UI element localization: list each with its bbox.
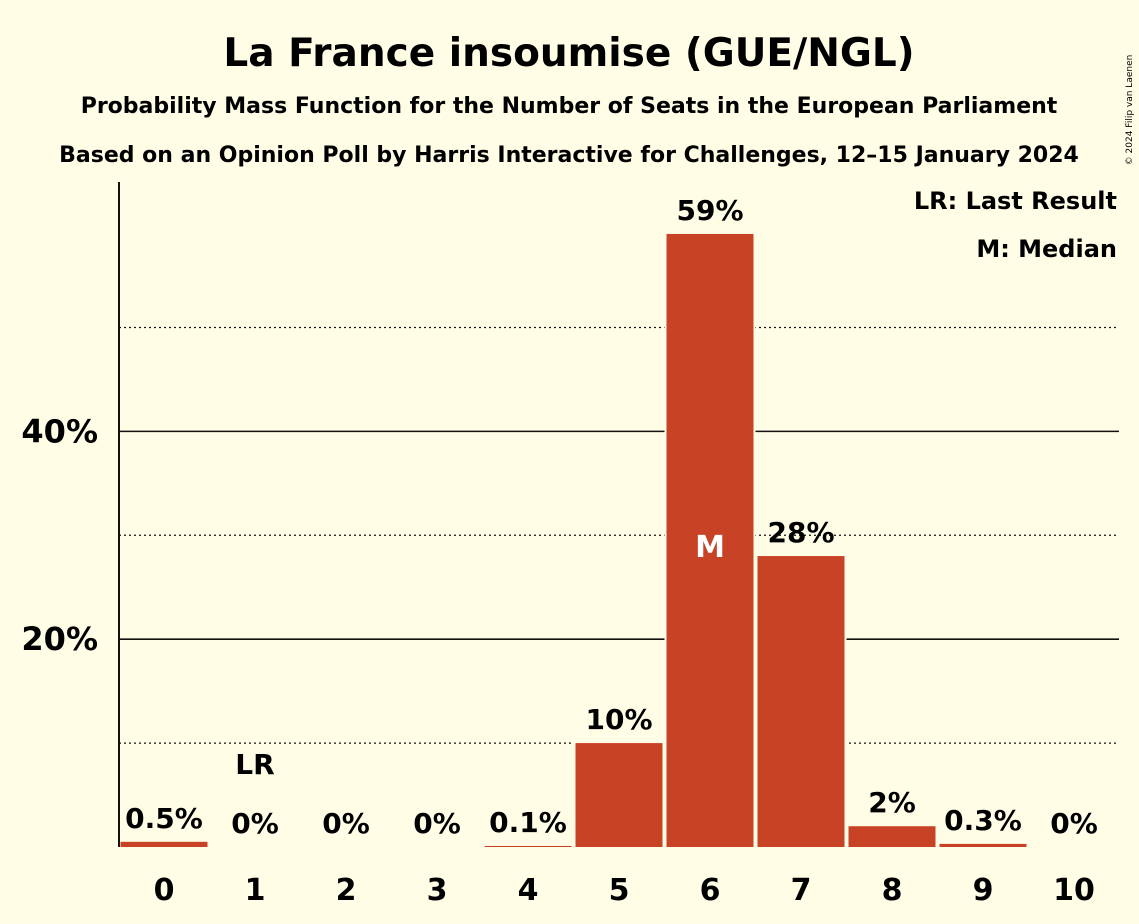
- x-tick-label: 7: [791, 873, 812, 908]
- x-tick-label: 3: [427, 873, 448, 908]
- last-result-marker: LR: [235, 748, 274, 781]
- legend-last-result: LR: Last Result: [914, 187, 1117, 215]
- value-label: 28%: [767, 516, 834, 549]
- value-label: 0%: [1050, 807, 1098, 840]
- x-tick-label: 6: [700, 873, 721, 908]
- bar-gap: [482, 843, 574, 847]
- median-marker: M: [695, 530, 725, 565]
- value-label: 0.5%: [125, 802, 203, 835]
- bar-seats-9: [939, 843, 1027, 847]
- value-label: 2%: [868, 786, 916, 819]
- bars: [118, 231, 1029, 847]
- x-tick-label: 2: [336, 873, 357, 908]
- x-tick-label: 0: [154, 873, 175, 908]
- chart-subtitle: Probability Mass Function for the Number…: [81, 94, 1058, 119]
- y-tick-label: 20%: [21, 620, 98, 658]
- bar-seats-0: [120, 841, 208, 847]
- x-tick-label: 5: [609, 873, 630, 908]
- value-label: 59%: [676, 194, 743, 227]
- x-tick-label: 8: [882, 873, 903, 908]
- y-tick-labels: 20% 40%: [21, 412, 98, 658]
- value-label: 0%: [322, 807, 370, 840]
- value-labels: 0.5% 0% LR 0% 0% 0.1% 10% 59% M 28% 2% 0.3% 0%: [125, 194, 1098, 840]
- x-tick-label: 9: [973, 873, 994, 908]
- bar-seats-6: [666, 233, 754, 847]
- bar-seats-5: [575, 743, 663, 847]
- bar-seats-7: [757, 556, 845, 847]
- bar-seats-8: [848, 826, 936, 847]
- y-tick-label: 40%: [21, 412, 98, 450]
- value-label: 0.1%: [489, 806, 567, 839]
- legend-median: M: Median: [976, 235, 1117, 263]
- chart-title: La France insoumise (GUE/NGL): [223, 31, 914, 76]
- copyright-text: © 2024 Filip van Laenen: [1125, 55, 1135, 166]
- value-label: 10%: [585, 703, 652, 736]
- chart-subtitle-2: Based on an Opinion Poll by Harris Inter…: [59, 143, 1079, 168]
- value-label: 0%: [413, 807, 461, 840]
- x-tick-labels: 0 1 2 3 4 5 6 7 8 9 10: [154, 873, 1095, 908]
- gridlines: [119, 326, 1119, 744]
- value-label: 0%: [231, 807, 279, 840]
- bar-seats-4: [484, 845, 572, 847]
- value-label: 0.3%: [944, 804, 1022, 837]
- x-tick-label: 1: [245, 873, 266, 908]
- x-tick-label: 4: [518, 873, 539, 908]
- x-tick-label: 10: [1053, 873, 1095, 908]
